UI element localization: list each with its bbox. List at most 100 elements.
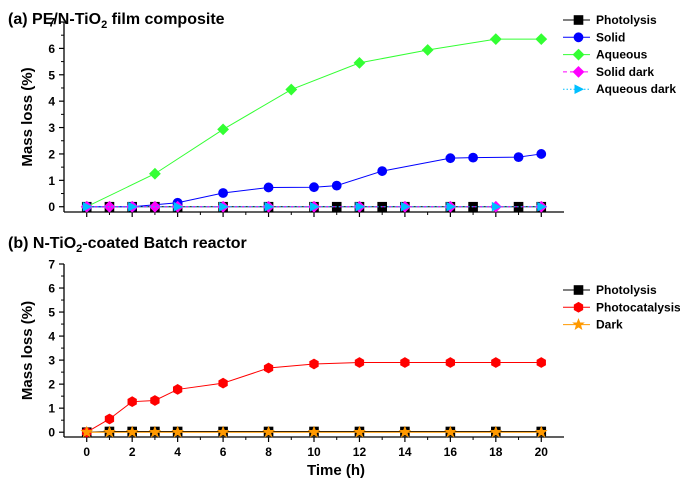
legend-label: Solid dark (596, 65, 654, 79)
data-point (355, 201, 366, 212)
panel-title-subscript: 2 (76, 243, 82, 255)
y-tick-label: 6 (48, 282, 55, 296)
data-point (444, 425, 457, 438)
data-point (468, 152, 478, 163)
data-point (217, 123, 229, 136)
data-point (82, 201, 93, 212)
data-point (309, 358, 319, 370)
legend-marker (572, 65, 585, 78)
data-point (218, 377, 228, 389)
data-point (331, 180, 342, 191)
series-aqueous-dark (82, 201, 547, 212)
legend-item: Solid (563, 30, 625, 44)
y-tick-label: 7 (48, 258, 55, 272)
legend-marker (573, 301, 584, 313)
y-tick-label: 5 (48, 306, 55, 320)
data-point (307, 425, 321, 438)
y-axis-label: Mass loss (%) (19, 301, 36, 400)
legend-label: Solid (596, 30, 625, 44)
data-point (150, 395, 160, 406)
data-point (219, 201, 229, 212)
y-tick-label: 3 (48, 121, 55, 135)
legend-label: Aqueous (596, 48, 648, 62)
legend-item: Aqueous dark (563, 82, 676, 96)
legend: Photolysis Photocatalysis Dark (563, 283, 680, 332)
legend: Photolysis Solid Aqueous Solid dark Aqueous … (563, 13, 676, 96)
panel-title-rest: -coated Batch reactor (82, 235, 247, 252)
data-point (377, 166, 388, 176)
data-point (421, 44, 434, 56)
x-tick-label: 16 (444, 445, 458, 459)
x-tick-label: 8 (265, 445, 272, 459)
data-point (264, 201, 275, 212)
panel-title-subscript: 2 (101, 19, 107, 31)
x-tick-label: 2 (129, 445, 136, 459)
series-line (86, 38, 542, 208)
legend-label: Photolysis (596, 13, 657, 27)
y-axis-label: Mass loss (%) (19, 67, 36, 166)
data-point (262, 425, 275, 438)
y-tick-label: 2 (48, 378, 55, 392)
y-tick-label: 4 (48, 330, 55, 344)
panel-label: (a) (8, 11, 28, 28)
legend-marker (574, 84, 585, 95)
x-axis-label: Time (h) (307, 462, 365, 479)
data-point (353, 425, 366, 438)
panel-title: (a) PE/N-TiO2 film composite (8, 11, 225, 31)
data-point (489, 33, 502, 46)
data-point (398, 425, 412, 438)
data-point (537, 201, 547, 212)
x-tick-label: 12 (353, 445, 367, 459)
legend-item: Aqueous (563, 48, 648, 62)
data-point (535, 33, 548, 46)
data-point (445, 153, 456, 164)
legend-label: Photolysis (596, 283, 657, 297)
y-tick-label: 4 (48, 95, 55, 109)
chart-panel-a: (a) PE/N-TiO2 film composite01234567Mass… (8, 11, 676, 217)
data-point (513, 152, 524, 163)
data-point (172, 384, 183, 395)
data-point (173, 201, 184, 212)
y-tick-label: 2 (48, 147, 55, 161)
panel-title-main: PE/N-TiO (32, 11, 101, 28)
legend-item: Photolysis (563, 283, 657, 297)
data-point (103, 200, 116, 213)
legend-label: Dark (596, 318, 623, 332)
legend-item: Dark (563, 318, 623, 332)
data-point (103, 425, 116, 438)
data-point (80, 425, 94, 438)
data-point (536, 149, 547, 159)
data-point (310, 201, 320, 212)
y-tick-label: 7 (48, 16, 55, 30)
legend-label: Photocatalysis (596, 300, 680, 314)
legend-marker (572, 317, 585, 330)
panel-label: (b) (8, 235, 28, 252)
y-tick-label: 1 (48, 402, 55, 416)
data-point (491, 357, 501, 368)
data-point (491, 201, 502, 212)
panel-title-main: N-TiO (33, 235, 76, 252)
x-tick-label: 0 (83, 445, 90, 459)
data-point (104, 413, 115, 425)
data-point (127, 396, 137, 408)
data-point (354, 357, 365, 368)
y-tick-label: 3 (48, 354, 55, 368)
data-point (263, 182, 274, 193)
chart-panel-b: (b) N-TiO2-coated Batch reactor012345670… (8, 235, 680, 479)
data-point (128, 201, 138, 212)
data-point (353, 56, 366, 69)
panel-title: (b) N-TiO2-coated Batch reactor (8, 235, 247, 255)
x-tick-label: 4 (174, 445, 181, 459)
series-dark (80, 425, 548, 438)
data-point (534, 425, 548, 438)
data-point (309, 182, 319, 193)
data-point (400, 357, 410, 368)
series-line (86, 153, 542, 208)
y-tick-label: 6 (48, 42, 55, 56)
series-photocatalysis (82, 357, 546, 438)
legend-item: Photocatalysis (563, 300, 680, 314)
data-point (489, 425, 503, 438)
legend-marker (573, 32, 584, 43)
data-point (171, 425, 184, 438)
